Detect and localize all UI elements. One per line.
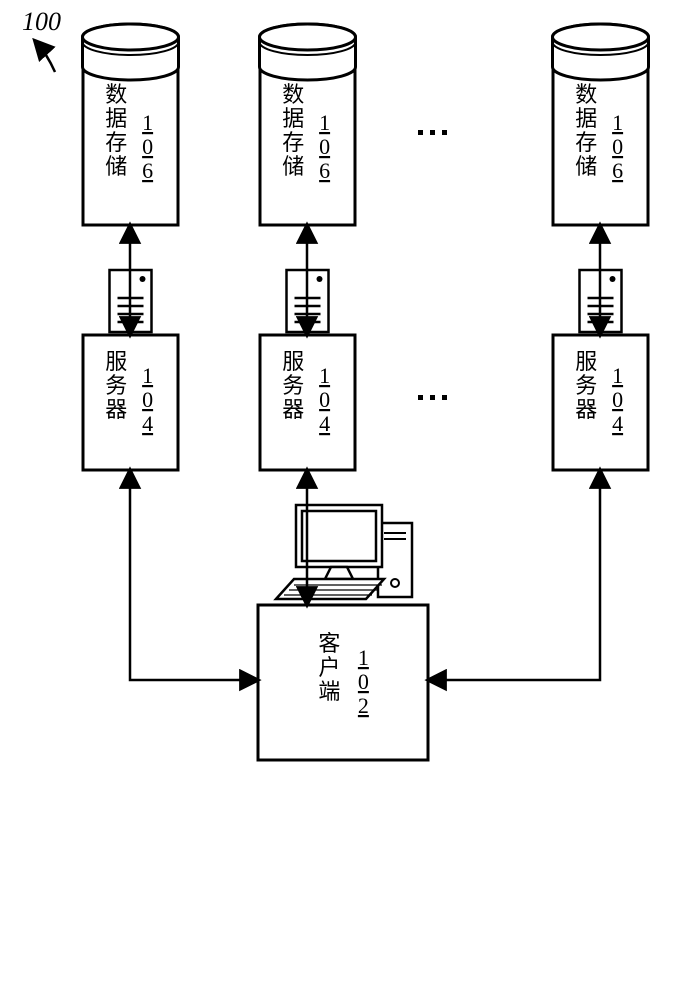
cylinder-top bbox=[553, 24, 649, 50]
datastore-label-num: 106 bbox=[142, 110, 153, 183]
svg-text:1: 1 bbox=[358, 645, 369, 670]
svg-text:储: 储 bbox=[105, 154, 127, 179]
svg-text:户: 户 bbox=[318, 655, 340, 680]
svg-text:0: 0 bbox=[612, 387, 623, 412]
client bbox=[258, 505, 428, 760]
svg-text:器: 器 bbox=[105, 397, 127, 422]
svg-text:存: 存 bbox=[575, 130, 597, 155]
connector-elbow bbox=[130, 472, 256, 680]
svg-text:1: 1 bbox=[319, 363, 330, 388]
svg-text:据: 据 bbox=[575, 106, 597, 131]
svg-text:器: 器 bbox=[575, 397, 597, 422]
svg-text:据: 据 bbox=[105, 106, 127, 131]
svg-text:6: 6 bbox=[142, 158, 153, 183]
ellipsis-dot bbox=[430, 395, 435, 400]
svg-text:0: 0 bbox=[612, 134, 623, 159]
svg-text:1: 1 bbox=[612, 363, 623, 388]
svg-text:存: 存 bbox=[105, 130, 127, 155]
svg-text:务: 务 bbox=[575, 373, 597, 398]
svg-text:存: 存 bbox=[282, 130, 304, 155]
svg-text:务: 务 bbox=[105, 373, 127, 398]
datastore-label-cn: 数据存储 bbox=[105, 82, 127, 179]
svg-text:服: 服 bbox=[105, 349, 127, 374]
svg-text:0: 0 bbox=[319, 387, 330, 412]
svg-text:4: 4 bbox=[142, 411, 153, 436]
datastore-label-cn: 数据存储 bbox=[575, 82, 597, 179]
client-label-cn: 客户端 bbox=[318, 631, 340, 704]
datastore-2 bbox=[553, 24, 649, 225]
ellipsis-dot bbox=[418, 130, 423, 135]
figure-pointer bbox=[36, 42, 55, 72]
ellipsis-dot bbox=[442, 395, 447, 400]
svg-text:6: 6 bbox=[319, 158, 330, 183]
server-label-cn: 服务器 bbox=[282, 349, 304, 422]
svg-text:客: 客 bbox=[318, 631, 340, 656]
server-icon-led bbox=[317, 276, 323, 282]
svg-text:4: 4 bbox=[612, 411, 623, 436]
svg-text:数: 数 bbox=[575, 82, 597, 107]
datastore-box bbox=[260, 70, 355, 225]
ellipsis-dot bbox=[430, 130, 435, 135]
svg-text:储: 储 bbox=[282, 154, 304, 179]
cylinder-top bbox=[83, 24, 179, 50]
datastore-0 bbox=[83, 24, 179, 225]
connector-elbow bbox=[430, 472, 600, 680]
svg-text:数: 数 bbox=[282, 82, 304, 107]
datastore-label-num: 106 bbox=[612, 110, 623, 183]
client-box bbox=[258, 605, 428, 760]
svg-text:储: 储 bbox=[575, 154, 597, 179]
server-label-num: 104 bbox=[319, 363, 330, 436]
svg-text:据: 据 bbox=[282, 106, 304, 131]
svg-text:务: 务 bbox=[282, 373, 304, 398]
client-label-num: 102 bbox=[358, 645, 369, 718]
svg-text:6: 6 bbox=[612, 158, 623, 183]
client-keyboard bbox=[276, 579, 384, 599]
datastore-label-num: 106 bbox=[319, 110, 330, 183]
svg-text:器: 器 bbox=[282, 397, 304, 422]
datastore-box bbox=[553, 70, 648, 225]
server-box bbox=[553, 335, 648, 470]
svg-text:服: 服 bbox=[282, 349, 304, 374]
svg-text:1: 1 bbox=[612, 110, 623, 135]
svg-text:4: 4 bbox=[319, 411, 330, 436]
svg-text:1: 1 bbox=[319, 110, 330, 135]
svg-text:数: 数 bbox=[105, 82, 127, 107]
svg-text:服: 服 bbox=[575, 349, 597, 374]
datastore-label-cn: 数据存储 bbox=[282, 82, 304, 179]
svg-text:1: 1 bbox=[142, 363, 153, 388]
svg-text:端: 端 bbox=[318, 679, 340, 704]
server-label-num: 104 bbox=[612, 363, 623, 436]
server-label-num: 104 bbox=[142, 363, 153, 436]
svg-text:0: 0 bbox=[142, 134, 153, 159]
datastore-1 bbox=[260, 24, 356, 225]
ellipsis-dot bbox=[418, 395, 423, 400]
figure-number: 100 bbox=[22, 7, 61, 36]
ellipsis-dot bbox=[442, 130, 447, 135]
cylinder-top bbox=[260, 24, 356, 50]
svg-text:0: 0 bbox=[142, 387, 153, 412]
server-box bbox=[260, 335, 355, 470]
server-label-cn: 服务器 bbox=[575, 349, 597, 422]
datastore-box bbox=[83, 70, 178, 225]
server-icon-led bbox=[610, 276, 616, 282]
server-box bbox=[83, 335, 178, 470]
server-icon-led bbox=[140, 276, 146, 282]
client-monitor-stand bbox=[325, 567, 353, 579]
svg-text:0: 0 bbox=[319, 134, 330, 159]
svg-text:0: 0 bbox=[358, 669, 369, 694]
svg-text:2: 2 bbox=[358, 693, 369, 718]
server-label-cn: 服务器 bbox=[105, 349, 127, 422]
svg-text:1: 1 bbox=[142, 110, 153, 135]
